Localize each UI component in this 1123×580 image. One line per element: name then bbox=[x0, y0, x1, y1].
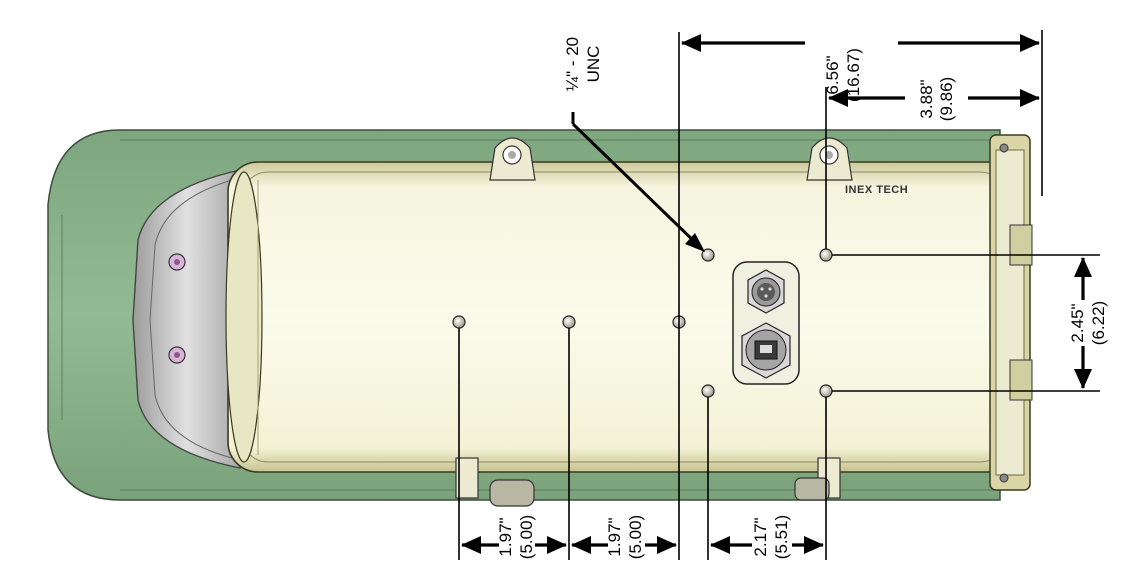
housing-body bbox=[225, 161, 1019, 473]
dim-upper-right-cm: (9.86) bbox=[937, 77, 956, 121]
dim-bottom-left-cm: (5.00) bbox=[517, 515, 536, 559]
side-screws bbox=[168, 253, 186, 364]
dim-right-inch: 2.45" bbox=[1068, 303, 1087, 342]
top-mount-tabs bbox=[489, 137, 853, 181]
connector-panel bbox=[732, 261, 800, 385]
dimension-bottom-right: 2.17" (5.51) bbox=[710, 515, 824, 559]
dim-bottom-left-inch: 1.97" bbox=[496, 517, 515, 556]
rj45-connector-icon bbox=[741, 322, 791, 379]
dim-right-cm: (6.22) bbox=[1089, 301, 1108, 345]
dim-bottom-middle-cm: (5.00) bbox=[626, 515, 645, 559]
dimension-bottom-left: 1.97" (5.00) bbox=[461, 515, 567, 559]
brand-logo: INEX TECH bbox=[845, 184, 908, 196]
extension-lines bbox=[458, 30, 1100, 560]
dim-overall-cm: (16.67) bbox=[844, 48, 863, 102]
dim-bottom-middle-inch: 1.97" bbox=[605, 517, 624, 556]
rear-end-cap bbox=[989, 134, 1033, 491]
dim-bottom-right-cm: (5.51) bbox=[772, 515, 791, 559]
dim-bottom-right-inch: 2.17" bbox=[751, 517, 770, 556]
dimension-hole-spacing-vertical: 2.45" (6.22) bbox=[1068, 257, 1108, 389]
dimension-overall-length: 6.56" (16.67) bbox=[681, 34, 1040, 102]
bottom-latches bbox=[455, 457, 841, 507]
circular-connector-icon bbox=[747, 269, 785, 314]
dimension-bottom-middle: 1.97" (5.00) bbox=[571, 515, 677, 559]
front-ring bbox=[132, 169, 241, 469]
dim-overall-inch: 6.56" bbox=[823, 55, 842, 94]
dimension-hole-to-rear: 3.88" (9.86) bbox=[828, 77, 1040, 121]
dim-upper-right-inch: 3.88" bbox=[917, 79, 936, 118]
thread-callout-size: ¼" - 20 bbox=[563, 37, 582, 91]
thread-callout: ¼" - 20 UNC bbox=[563, 37, 705, 252]
thread-callout-standard: UNC bbox=[584, 46, 603, 83]
